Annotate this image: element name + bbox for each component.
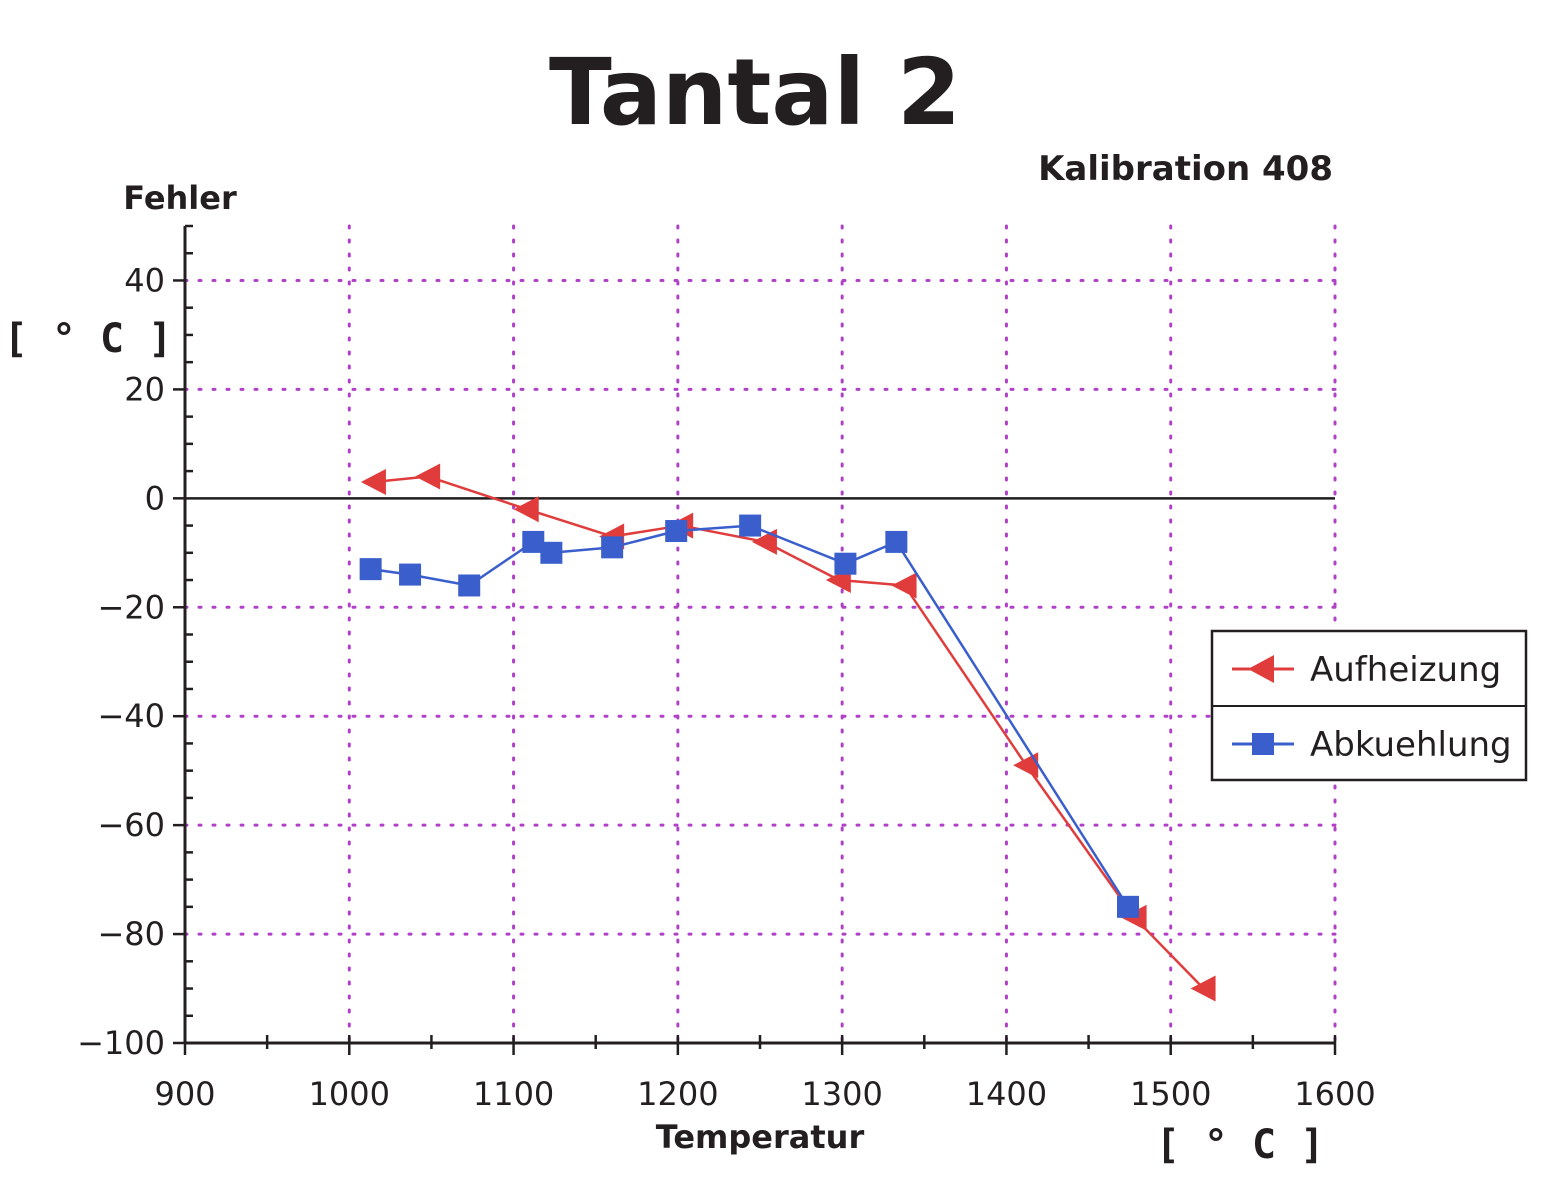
data-point-aufheizung bbox=[360, 468, 386, 495]
data-point-abkuehlung bbox=[1117, 895, 1139, 918]
y-axis-unit: [ ° C ] bbox=[4, 316, 173, 362]
data-point-aufheizung bbox=[1190, 975, 1216, 1002]
legend-label-abkuehlung: Abkuehlung bbox=[1310, 725, 1512, 765]
legend-marker-abkuehlung bbox=[1252, 733, 1274, 755]
x-tick-label: 1500 bbox=[1130, 1075, 1211, 1113]
chart-title: Tantal 2 bbox=[549, 39, 961, 146]
series-line-aufheizung bbox=[373, 475, 1205, 990]
data-point-abkuehlung bbox=[540, 541, 563, 564]
x-tick-label: 1200 bbox=[637, 1075, 718, 1113]
data-point-abkuehlung bbox=[399, 563, 422, 586]
data-point-abkuehlung bbox=[665, 520, 688, 543]
axes: 40 20 0 −20 −40 −60 −80 −100 900 1000 1100 1200 1300… bbox=[77, 224, 1376, 1113]
y-tick-label: −60 bbox=[97, 806, 165, 844]
data-point-abkuehlung bbox=[739, 514, 762, 537]
y-tick-label: 40 bbox=[124, 261, 165, 299]
y-tick-label: −100 bbox=[77, 1024, 165, 1062]
chart-subtitle: Kalibration 408 bbox=[1038, 149, 1333, 189]
data-point-aufheizung bbox=[751, 528, 777, 555]
grid bbox=[183, 224, 1337, 1045]
data-point-abkuehlung bbox=[601, 536, 624, 559]
x-tick-label: 1000 bbox=[309, 1075, 390, 1113]
x-tick-label: 1100 bbox=[473, 1075, 554, 1113]
data-point-abkuehlung bbox=[885, 530, 908, 553]
x-tick-label: 1400 bbox=[966, 1075, 1047, 1113]
y-tick-label: −40 bbox=[97, 697, 165, 735]
y-tick-label: −80 bbox=[97, 915, 165, 953]
x-tick-label: 1600 bbox=[1294, 1075, 1375, 1113]
legend-entry-aufheizung: Aufheizung bbox=[1232, 650, 1501, 690]
legend-marker-aufheizung bbox=[1248, 655, 1274, 683]
y-tick-label: 20 bbox=[124, 370, 165, 408]
x-axis-unit: [ ° C ] bbox=[1156, 1122, 1325, 1168]
x-tick-label: 900 bbox=[154, 1075, 215, 1113]
data-point-aufheizung bbox=[513, 496, 539, 523]
data-point-aufheizung bbox=[1013, 752, 1039, 779]
y-tick-label: 0 bbox=[145, 479, 165, 517]
y-axis-label: Fehler bbox=[123, 179, 237, 217]
legend-entry-abkuehlung: Abkuehlung bbox=[1232, 725, 1512, 765]
data-point-abkuehlung bbox=[522, 530, 545, 553]
data-point-aufheizung bbox=[415, 463, 441, 490]
data-point-abkuehlung bbox=[458, 574, 481, 597]
data-point-aufheizung bbox=[891, 572, 917, 599]
x-axis-label: Temperatur bbox=[656, 1118, 865, 1156]
data-point-abkuehlung bbox=[834, 552, 857, 575]
series bbox=[359, 463, 1216, 1002]
data-point-abkuehlung bbox=[359, 558, 382, 581]
x-tick-label: 1300 bbox=[801, 1075, 882, 1113]
legend: Aufheizung Abkuehlung bbox=[1210, 629, 1528, 782]
y-tick-label: −20 bbox=[97, 588, 165, 626]
legend-label-aufheizung: Aufheizung bbox=[1310, 650, 1501, 690]
